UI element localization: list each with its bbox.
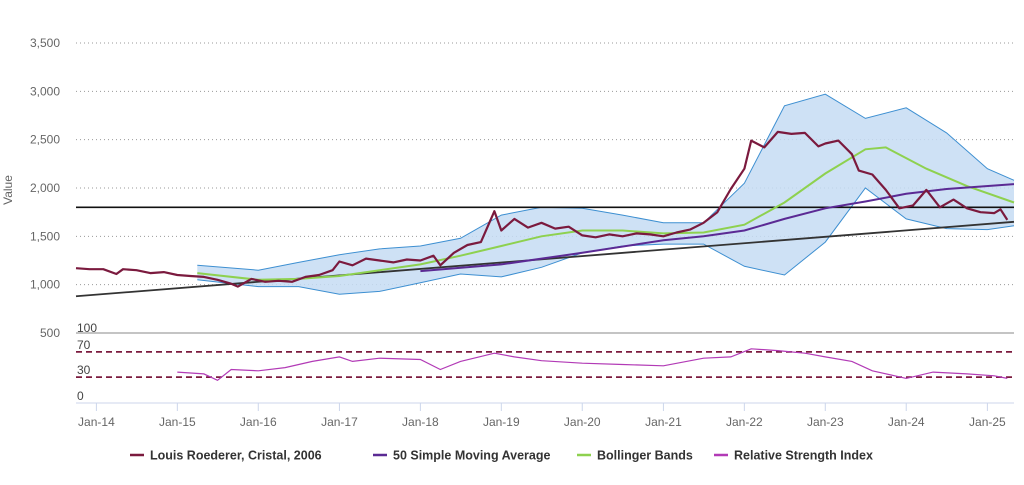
x-tick-label: Jan-16 (240, 415, 277, 429)
y-tick-label: 2,500 (30, 133, 60, 147)
price-line (75, 130, 1009, 288)
y-axis: 500 1,000 1,500 2,000 2,500 3,000 3,500 (30, 36, 60, 340)
bollinger-middle-line (197, 146, 1015, 281)
y-tick-label: 1,000 (30, 278, 60, 292)
x-tick-label: Jan-22 (726, 415, 763, 429)
y-tick-label: 2,000 (30, 181, 60, 195)
bollinger-band-fill (197, 94, 1015, 295)
x-tick-label: Jan-17 (321, 415, 358, 429)
legend-item-label: Relative Strength Index (734, 449, 873, 463)
rsi-line (177, 348, 1008, 382)
legend-item-label: 50 Simple Moving Average (393, 449, 551, 463)
y-tick-label: 1,500 (30, 229, 60, 243)
bollinger-upper-band (197, 93, 1015, 271)
x-tick-label: Jan-18 (402, 415, 439, 429)
y-tick-label: 3,000 (30, 84, 60, 98)
x-tick-label: Jan-14 (78, 415, 115, 429)
y-tick-label: 500 (40, 326, 60, 340)
x-tick-label: Jan-25 (969, 415, 1006, 429)
x-tick-label: Jan-15 (159, 415, 196, 429)
x-tick-label: Jan-20 (564, 415, 601, 429)
y-tick-label: 3,500 (30, 36, 60, 50)
x-tick-label: Jan-21 (645, 415, 682, 429)
y-axis-title: Value (1, 175, 15, 205)
x-tick-label: Jan-19 (483, 415, 520, 429)
rsi-tick-label: 70 (77, 338, 91, 352)
rsi-panel: 100 70 30 0 (76, 321, 1014, 403)
x-axis: Jan-14 Jan-15 Jan-16 Jan-17 Jan-18 Jan-19 Jan-… (76, 402, 1014, 429)
rsi-tick-label: 100 (77, 321, 97, 335)
bollinger-band-area (197, 93, 1015, 295)
chart-series-lines (75, 130, 1015, 298)
legend-item-label: Louis Roederer, Cristal, 2006 (150, 449, 322, 463)
sma-line (420, 183, 1015, 273)
legend: Louis Roederer, Cristal, 2006 50 Simple M… (130, 449, 873, 463)
x-tick-label: Jan-23 (807, 415, 844, 429)
x-tick-label: Jan-24 (888, 415, 925, 429)
legend-item-label: Bollinger Bands (597, 449, 693, 463)
rsi-tick-label: 0 (77, 389, 84, 403)
rsi-tick-label: 30 (77, 363, 91, 377)
